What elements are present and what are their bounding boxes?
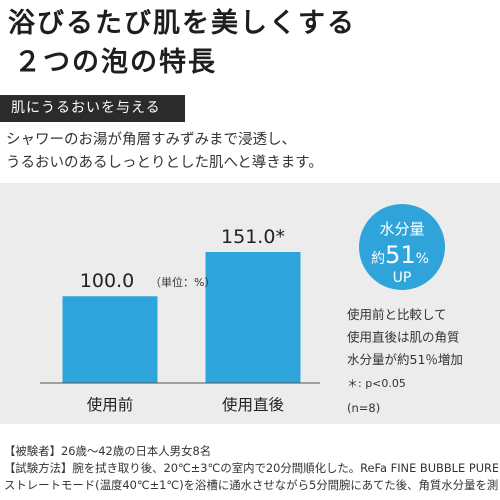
footnotes: 【被験者】26歳～42歳の日本人男女8名 【試験方法】腕を拭き取り後、20℃±3… <box>4 443 498 494</box>
footnote-method-2: ストレートモード(温度40℃±1℃)を浴槽に通水させながら5分間腕にあてた後、角… <box>4 478 498 492</box>
comparison-line-3: 水分量が約51％増加 <box>347 352 463 367</box>
sample-size-note: (n=8) <box>347 401 380 415</box>
title-line-1: 浴びるたび肌を美しくする <box>8 8 356 39</box>
badge-line-3: UP <box>393 270 412 286</box>
badge-line-2: 約51% <box>371 241 429 269</box>
page-title: 浴びるたび肌を美しくする ２つの泡の特長 <box>8 4 356 82</box>
value-label-2: 151.0* <box>221 226 285 248</box>
value-label-1: 100.0 <box>80 270 134 292</box>
increase-badge <box>359 204 445 290</box>
description-line-1: シャワーのお湯が角層すみずみまで浸透し、 <box>6 132 296 148</box>
bar-2 <box>205 252 301 383</box>
category-label-2: 使用直後 <box>222 396 285 414</box>
category-label-1: 使用前 <box>87 396 134 414</box>
unit-label: （単位：%） <box>150 275 215 289</box>
badge-number: 51 <box>385 241 416 269</box>
comparison-line-1: 使用前と比較して <box>347 307 447 322</box>
badge-prefix: 約 <box>371 251 385 267</box>
description-line-2: うるおいのあるしっとりとした肌へと導きます。 <box>6 155 323 171</box>
badge-percent: % <box>416 251 429 267</box>
description: シャワーのお湯が角層すみずみまで浸透し、 うるおいのあるしっとりとした肌へと導き… <box>6 129 496 175</box>
title-line-2: ２つの泡の特長 <box>14 47 217 78</box>
chart-panel: 100.0 使用前 151.0* 使用直後 （単位：%） 水分量約51% UP 使用前と比較… <box>0 183 500 424</box>
footnote-method-1: 【試験方法】腕を拭き取り後、20℃±3℃の室内で20分間順化した。ReFa FI… <box>4 461 498 475</box>
section-tag: 肌にうるおいを与える <box>0 95 185 122</box>
footnote-subjects: 【被験者】26歳～42歳の日本人男女8名 <box>4 444 212 458</box>
significance-note: ＊: p<0.05 <box>347 377 406 390</box>
bar-1 <box>62 296 158 383</box>
badge-line-1: 水分量 <box>379 220 424 238</box>
comparison-line-2: 使用直後は肌の角質 <box>347 330 460 345</box>
